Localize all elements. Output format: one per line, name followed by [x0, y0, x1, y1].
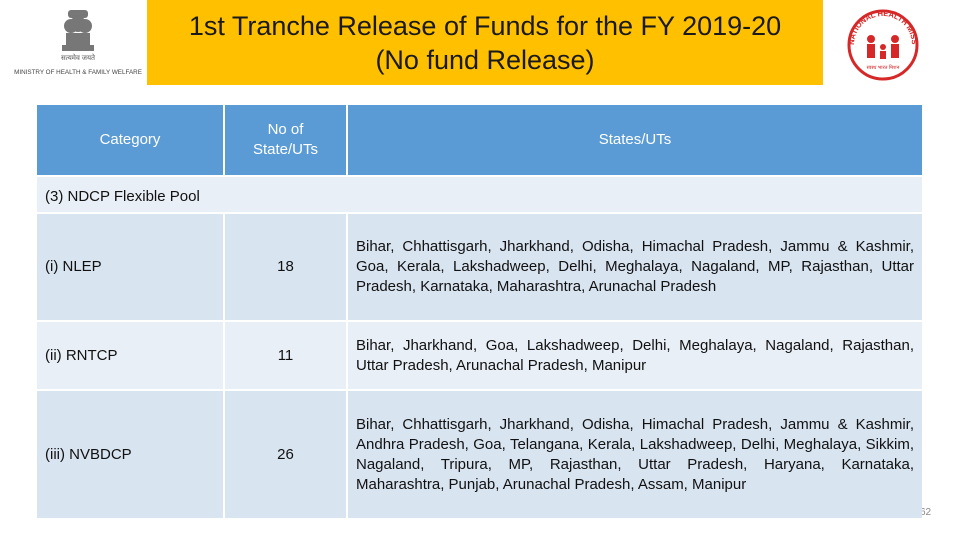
ministry-logo: सत्यमेव जयते MINISTRY OF HEALTH & FAMILY… [10, 0, 145, 85]
title-banner: 1st Tranche Release of Funds for the FY … [147, 0, 823, 85]
table-cell: 11 [225, 322, 346, 389]
page-number: 62 [920, 507, 932, 518]
table-cell: (iii) NVBDCP [37, 391, 223, 518]
column-header: States/UTs [348, 105, 922, 175]
nhm-logo: NATIONAL HEALTH MISSION स्वस्थ भारत मिशन [838, 5, 919, 81]
section-row: (3) NDCP Flexible Pool [37, 177, 922, 212]
svg-text:स्वस्थ भारत मिशन: स्वस्थ भारत मिशन [867, 64, 900, 71]
column-header: No of State/UTs [225, 105, 346, 175]
title-line: (No fund Release) [375, 44, 595, 75]
svg-text:सत्यमेव जयते: सत्यमेव जयते [61, 53, 96, 62]
title-line: 1st Tranche Release of Funds for the FY … [188, 10, 782, 41]
table-cell: (ii) RNTCP [37, 322, 223, 389]
column-header: Category [37, 105, 223, 175]
logo-caption: MINISTRY OF HEALTH & FAMILY WELFARE [14, 69, 142, 76]
table-cell: 18 [225, 214, 346, 320]
table-cell: Bihar, Chhattisgarh, Jharkhand, Odisha, … [348, 391, 922, 518]
table-cell: Bihar, Jharkhand, Goa, Lakshadweep, Delh… [348, 322, 922, 389]
table-cell: (i) NLEP [37, 214, 223, 320]
table-cell: Bihar, Chhattisgarh, Jharkhand, Odisha, … [348, 214, 922, 320]
table-cell: 26 [225, 391, 346, 518]
